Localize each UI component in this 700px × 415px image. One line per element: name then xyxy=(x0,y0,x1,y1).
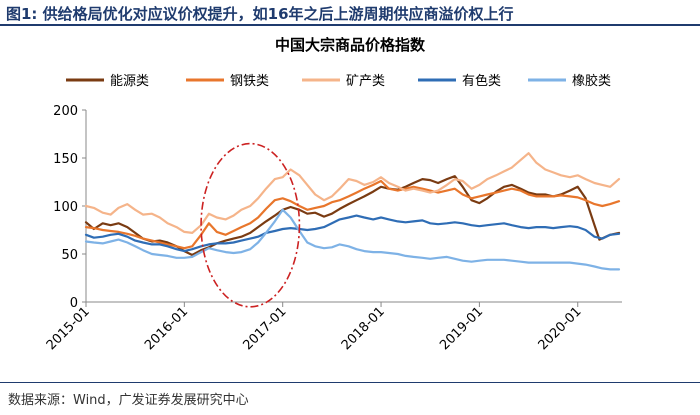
x-tick-label: 2017-01 xyxy=(241,304,290,353)
y-tick-label: 50 xyxy=(61,248,78,263)
source-note: 数据来源：Wind，广发证券发展研究中心 xyxy=(0,382,700,415)
y-tick-label: 200 xyxy=(53,104,78,119)
x-tick-label: 2018-01 xyxy=(339,304,388,353)
series-line-3 xyxy=(84,214,621,253)
series-layer xyxy=(84,152,621,271)
y-tick-label: 0 xyxy=(70,296,78,311)
x-tick-label: 2015-01 xyxy=(44,304,93,353)
x-tick-label: 2016-01 xyxy=(142,304,191,353)
x-axis: 2015-01 2016-01 2017-01 2018-01 2019-01 2020-… xyxy=(44,301,622,353)
series-line-1 xyxy=(84,179,621,250)
figure-label: 图1: xyxy=(6,5,38,23)
legend-label-2: 矿产类 xyxy=(346,74,385,89)
chart-title: 中国大宗商品价格指数 xyxy=(275,36,426,54)
y-axis: 0 50 100 150 200 xyxy=(53,104,87,311)
commodity-price-chart: 中国大宗商品价格指数 能源类 钢铁类 矿产类 有色类 橡胶类 050100150200 … xyxy=(44,36,622,353)
highlight-ellipse xyxy=(200,142,301,308)
legend-label-1: 钢铁类 xyxy=(230,74,269,89)
chart-legend: 能源类 钢铁类 矿产类 有色类 橡胶类 xyxy=(66,73,611,89)
series-line-4 xyxy=(84,208,621,271)
series-line-2 xyxy=(84,152,621,234)
legend-label-4: 橡胶类 xyxy=(572,73,611,89)
y-tick-label: 150 xyxy=(53,152,78,167)
annotation-layer xyxy=(200,142,301,308)
y-tick-label: 100 xyxy=(53,200,78,215)
x-tick-label: 2020-01 xyxy=(536,304,585,353)
legend-label-0: 能源类 xyxy=(110,74,149,89)
legend-label-3: 有色类 xyxy=(462,73,501,89)
x-tick-label: 2019-01 xyxy=(437,304,486,353)
figure-caption-bar: 图1: 供给格局优化对应议价权提升，如16年之后上游周期供应商溢价权上行 xyxy=(0,0,700,26)
figure-caption: 供给格局优化对应议价权提升，如16年之后上游周期供应商溢价权上行 xyxy=(42,5,514,23)
